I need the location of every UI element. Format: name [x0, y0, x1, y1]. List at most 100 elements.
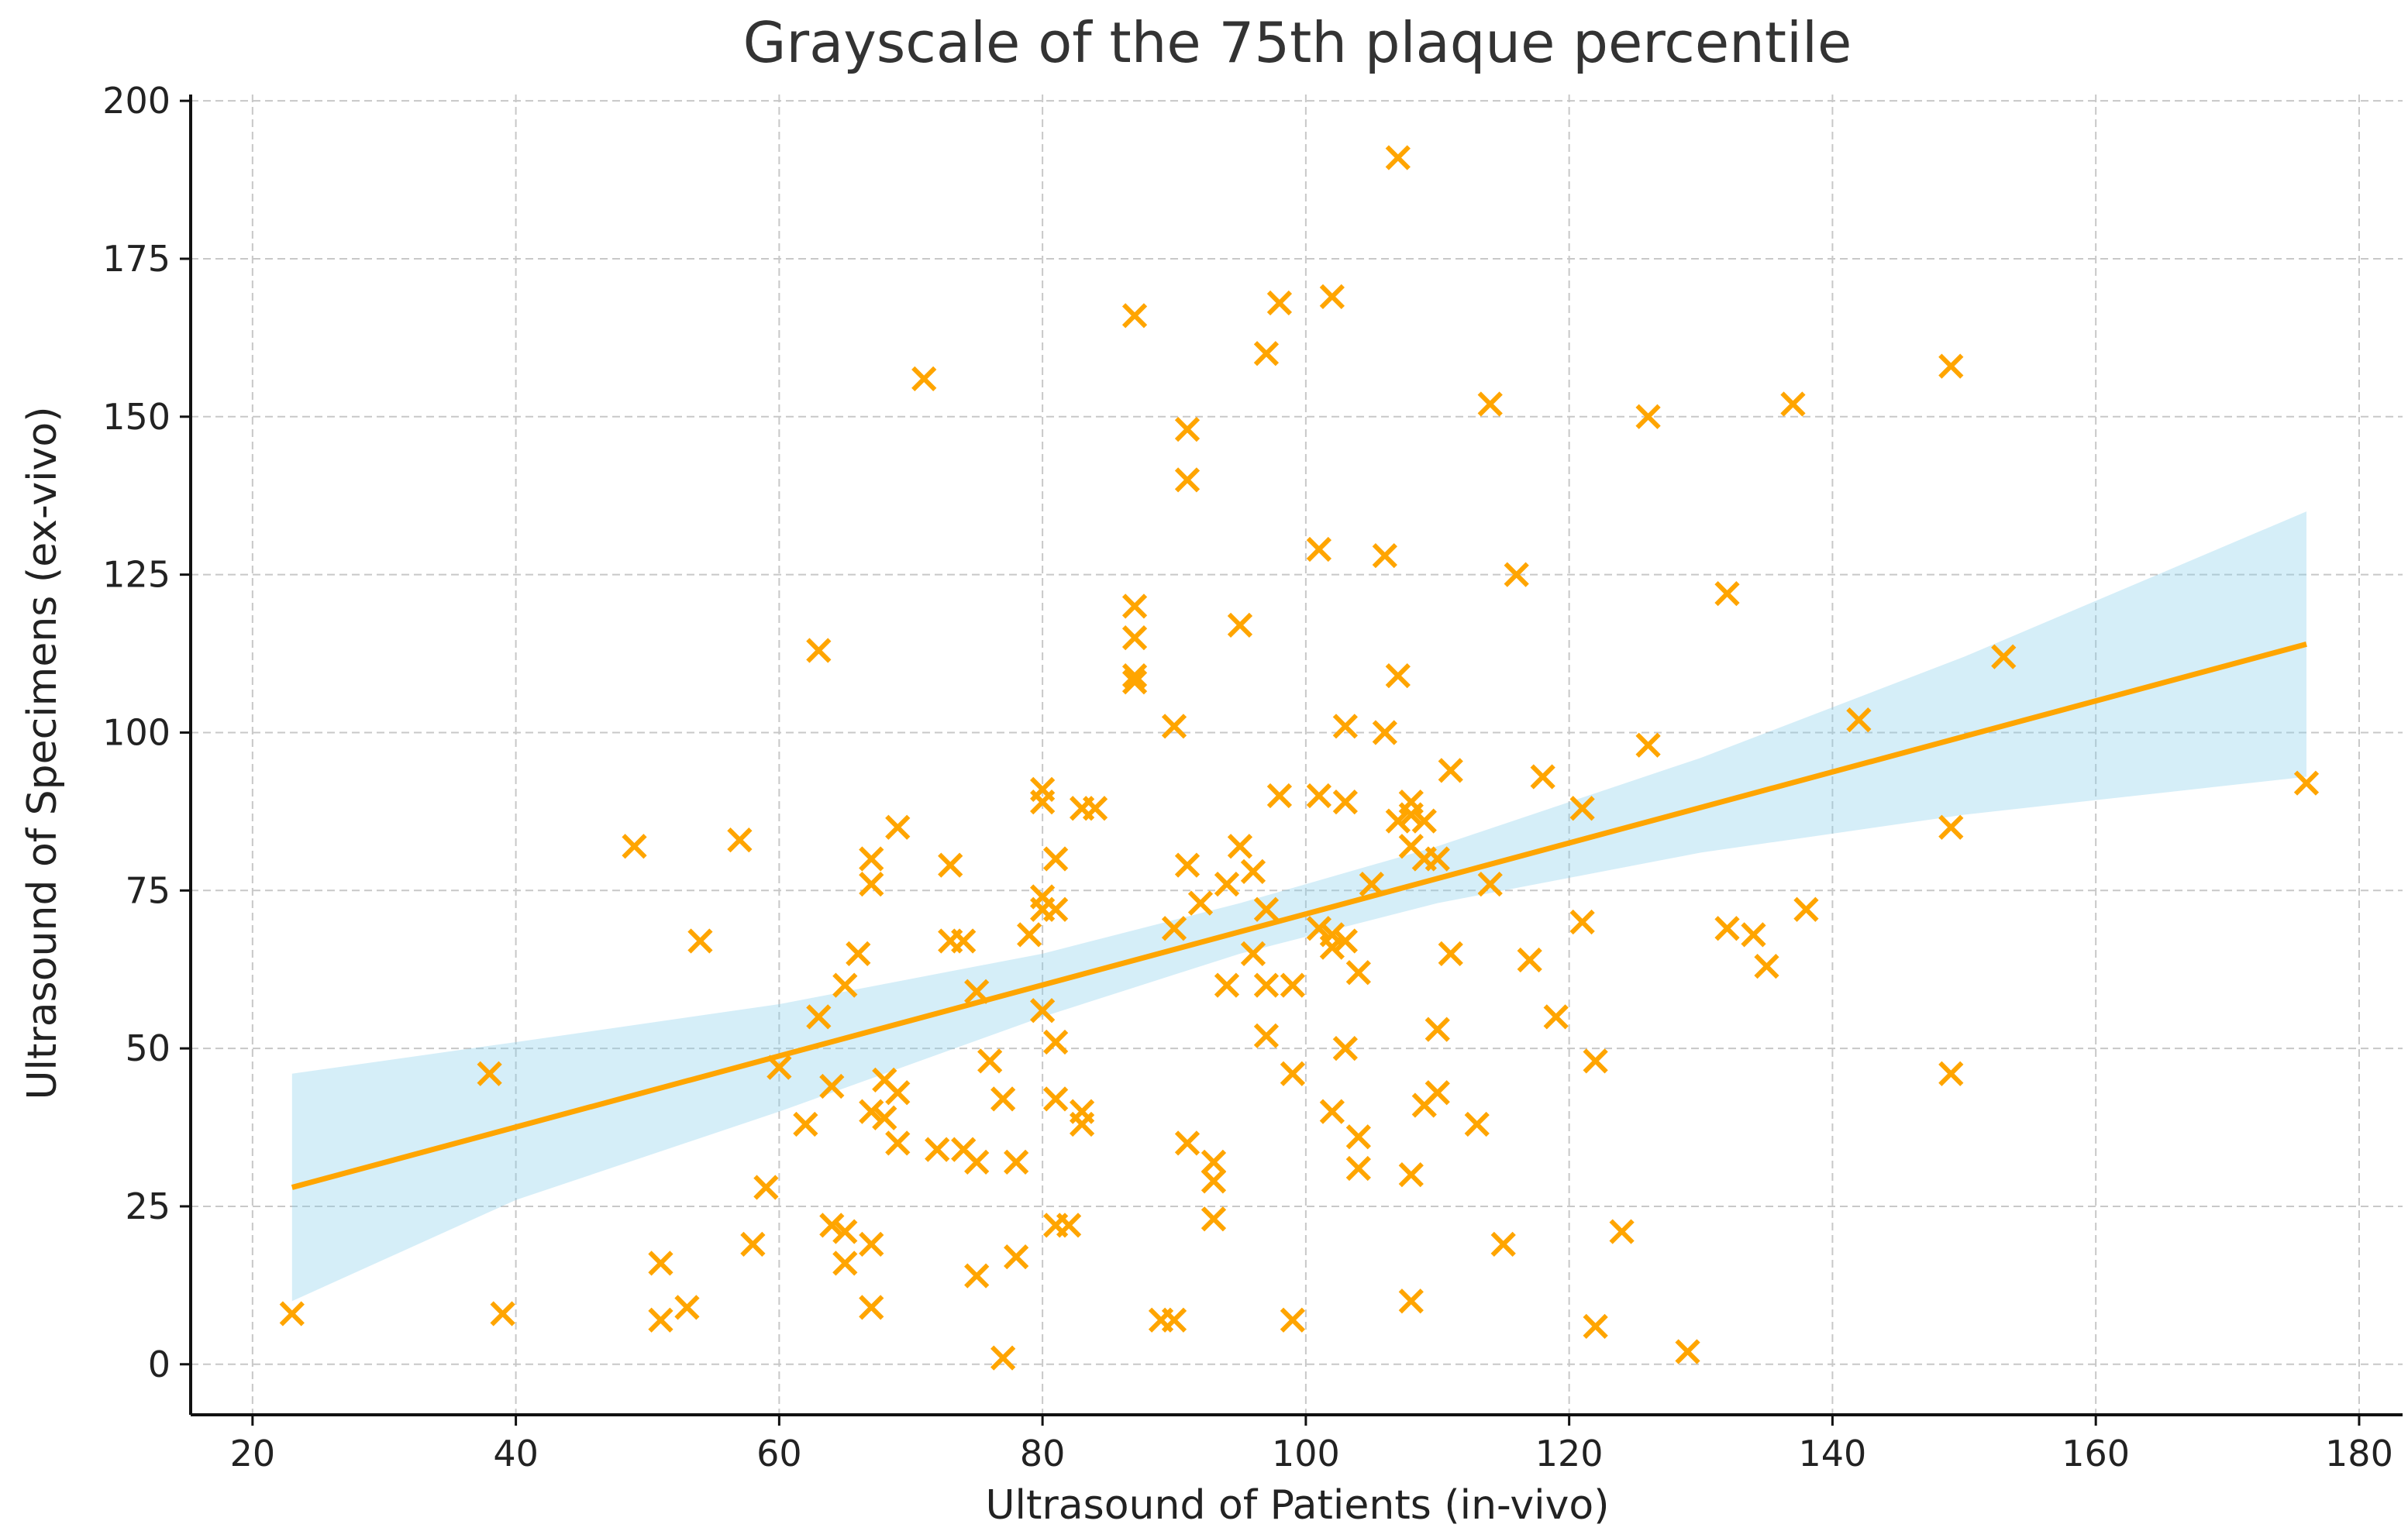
data-point — [477, 1061, 502, 1086]
y-ticks: 0 25 50 75 100 125 150 175 200 — [102, 80, 191, 1385]
data-point — [622, 834, 647, 859]
data-point — [1477, 391, 1503, 417]
data-point — [1174, 416, 1201, 442]
data-point — [1938, 1061, 1964, 1086]
data-point — [1161, 714, 1187, 739]
data-point — [1477, 872, 1503, 897]
data-point — [1517, 947, 1542, 973]
data-point — [1332, 790, 1358, 815]
data-point — [1280, 972, 1306, 998]
data-point — [1227, 612, 1253, 638]
data-point — [1332, 714, 1358, 739]
data-point — [1266, 290, 1293, 316]
data-point — [1240, 858, 1266, 884]
data-point — [1569, 909, 1595, 935]
data-point — [1411, 808, 1437, 834]
data-point — [1464, 1111, 1490, 1137]
data-point — [1991, 644, 2017, 669]
data-point — [1042, 846, 1069, 872]
data-point — [1042, 896, 1069, 922]
data-point — [819, 1073, 845, 1099]
data-point — [2293, 770, 2320, 796]
chart-title: Grayscale of the 75th plaque percentile — [743, 10, 1852, 75]
data-point — [1201, 1206, 1227, 1232]
data-point — [687, 928, 713, 954]
y-tick-label: 150 — [102, 396, 171, 438]
data-point — [727, 827, 753, 853]
data-point — [1583, 1313, 1608, 1339]
data-point — [964, 1263, 990, 1289]
data-point — [951, 928, 977, 954]
y-tick-label: 75 — [125, 869, 171, 911]
data-point — [1438, 758, 1463, 783]
data-point — [1345, 1155, 1371, 1182]
data-point — [1319, 934, 1345, 960]
data-points — [279, 145, 2320, 1371]
data-point — [859, 872, 884, 897]
data-point — [793, 1111, 818, 1137]
data-point — [885, 814, 911, 840]
data-point — [1280, 1061, 1306, 1086]
data-point — [1004, 1149, 1029, 1175]
data-point — [832, 1251, 858, 1276]
data-point — [1069, 1111, 1095, 1137]
data-point — [648, 1251, 673, 1276]
data-point — [1385, 808, 1411, 834]
data-point — [1161, 916, 1187, 941]
x-tick-label: 160 — [2062, 1433, 2130, 1474]
data-point — [819, 1213, 845, 1238]
data-point — [964, 1149, 990, 1175]
data-point — [1332, 928, 1358, 954]
x-tick-label: 140 — [1799, 1433, 1867, 1474]
data-point — [1569, 796, 1595, 821]
data-point — [1543, 1004, 1569, 1030]
data-point — [1385, 145, 1411, 170]
data-point — [1056, 1213, 1082, 1238]
data-point — [648, 1307, 673, 1333]
data-point — [859, 1231, 884, 1257]
grid — [191, 95, 2403, 1415]
data-point — [279, 1301, 305, 1326]
data-point — [1780, 391, 1806, 417]
data-point — [1385, 662, 1411, 689]
data-point — [990, 1086, 1016, 1112]
x-ticks: 20 40 60 80 100 120 140 160 180 — [230, 1415, 2393, 1474]
data-point — [977, 1048, 1003, 1074]
x-tick-label: 180 — [2325, 1433, 2393, 1474]
data-point — [1372, 720, 1397, 745]
data-point — [1741, 922, 1766, 948]
data-point — [1121, 662, 1148, 689]
data-point — [938, 852, 963, 878]
data-point — [1754, 954, 1779, 979]
data-point — [1345, 1124, 1371, 1150]
data-point — [1174, 852, 1201, 878]
confidence-band — [291, 511, 2306, 1302]
data-point — [1609, 1219, 1635, 1244]
data-point — [872, 1105, 897, 1130]
data-point — [1714, 580, 1740, 607]
y-axis-label: Ultrasound of Specimens (ex-vivo) — [19, 406, 66, 1099]
data-point — [1253, 341, 1280, 366]
data-point — [1121, 594, 1148, 619]
x-tick-label: 60 — [756, 1433, 802, 1474]
data-point — [925, 1137, 950, 1162]
y-tick-label: 25 — [125, 1185, 171, 1227]
data-point — [1635, 732, 1661, 758]
data-point — [1332, 1035, 1358, 1061]
y-tick-label: 100 — [102, 711, 171, 753]
data-point — [1004, 1244, 1029, 1270]
data-point — [1266, 783, 1293, 809]
y-tick-label: 200 — [102, 80, 171, 122]
data-point — [1306, 536, 1332, 563]
data-point — [885, 1080, 911, 1106]
data-point — [1227, 834, 1253, 859]
data-point — [1793, 896, 1819, 922]
data-point — [1530, 764, 1555, 790]
data-point — [1240, 941, 1266, 966]
data-point — [1187, 890, 1214, 916]
data-point — [1846, 707, 1872, 733]
x-tick-label: 120 — [1535, 1433, 1604, 1474]
data-point — [832, 1219, 858, 1244]
data-point — [1675, 1339, 1700, 1364]
